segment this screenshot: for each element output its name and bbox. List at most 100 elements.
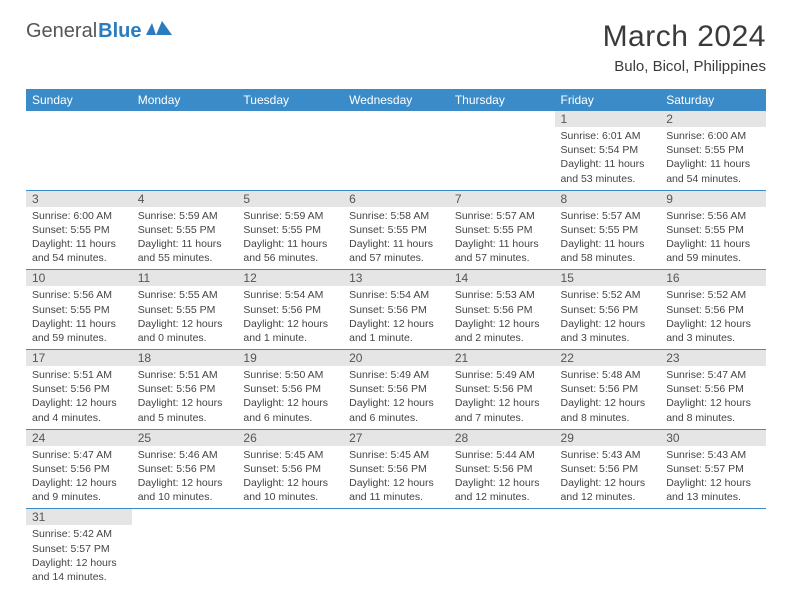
month-title: March 2024 <box>603 20 766 54</box>
day-content: Sunrise: 5:48 AMSunset: 5:56 PMDaylight:… <box>555 366 661 429</box>
day-content: Sunrise: 5:53 AMSunset: 5:56 PMDaylight:… <box>449 286 555 349</box>
sunrise-text: Sunrise: 5:57 AM <box>455 209 549 223</box>
location: Bulo, Bicol, Philippines <box>603 58 766 75</box>
logo-word-1: General <box>26 20 97 43</box>
day-number: 10 <box>26 270 132 286</box>
calendar-day-cell <box>237 111 343 190</box>
day-number: 16 <box>660 270 766 286</box>
sunset-text: Sunset: 5:56 PM <box>243 303 337 317</box>
sunset-text: Sunset: 5:56 PM <box>32 382 126 396</box>
day-number: 20 <box>343 350 449 366</box>
calendar-day-cell: 23Sunrise: 5:47 AMSunset: 5:56 PMDayligh… <box>660 350 766 430</box>
sunrise-text: Sunrise: 5:58 AM <box>349 209 443 223</box>
calendar-day-cell: 21Sunrise: 5:49 AMSunset: 5:56 PMDayligh… <box>449 350 555 430</box>
calendar-day-cell: 4Sunrise: 5:59 AMSunset: 5:55 PMDaylight… <box>132 190 238 270</box>
day-content: Sunrise: 5:59 AMSunset: 5:55 PMDaylight:… <box>132 207 238 270</box>
weekday-header: Monday <box>132 89 238 111</box>
day-content: Sunrise: 5:55 AMSunset: 5:55 PMDaylight:… <box>132 286 238 349</box>
day-content: Sunrise: 6:01 AMSunset: 5:54 PMDaylight:… <box>555 127 661 190</box>
day-number: 15 <box>555 270 661 286</box>
calendar-week-row: 10Sunrise: 5:56 AMSunset: 5:55 PMDayligh… <box>26 270 766 350</box>
sunset-text: Sunset: 5:55 PM <box>32 303 126 317</box>
calendar-table: SundayMondayTuesdayWednesdayThursdayFrid… <box>26 89 766 588</box>
weekday-header: Sunday <box>26 89 132 111</box>
daylight-text: Daylight: 11 hours and 59 minutes. <box>32 317 126 345</box>
day-content: Sunrise: 5:57 AMSunset: 5:55 PMDaylight:… <box>449 207 555 270</box>
daylight-text: Daylight: 11 hours and 55 minutes. <box>138 237 232 265</box>
day-content: Sunrise: 5:43 AMSunset: 5:56 PMDaylight:… <box>555 446 661 509</box>
sunset-text: Sunset: 5:57 PM <box>32 542 126 556</box>
day-number: 23 <box>660 350 766 366</box>
sunrise-text: Sunrise: 5:48 AM <box>561 368 655 382</box>
day-number: 22 <box>555 350 661 366</box>
sunset-text: Sunset: 5:57 PM <box>666 462 760 476</box>
day-number: 29 <box>555 430 661 446</box>
daylight-text: Daylight: 12 hours and 9 minutes. <box>32 476 126 504</box>
daylight-text: Daylight: 12 hours and 6 minutes. <box>243 396 337 424</box>
daylight-text: Daylight: 11 hours and 58 minutes. <box>561 237 655 265</box>
calendar-day-cell: 8Sunrise: 5:57 AMSunset: 5:55 PMDaylight… <box>555 190 661 270</box>
day-content: Sunrise: 5:47 AMSunset: 5:56 PMDaylight:… <box>26 446 132 509</box>
day-content: Sunrise: 5:42 AMSunset: 5:57 PMDaylight:… <box>26 525 132 588</box>
day-content: Sunrise: 5:49 AMSunset: 5:56 PMDaylight:… <box>449 366 555 429</box>
daylight-text: Daylight: 11 hours and 54 minutes. <box>32 237 126 265</box>
day-content: Sunrise: 5:57 AMSunset: 5:55 PMDaylight:… <box>555 207 661 270</box>
sunrise-text: Sunrise: 5:49 AM <box>349 368 443 382</box>
day-number: 6 <box>343 191 449 207</box>
calendar-day-cell: 6Sunrise: 5:58 AMSunset: 5:55 PMDaylight… <box>343 190 449 270</box>
day-content: Sunrise: 5:51 AMSunset: 5:56 PMDaylight:… <box>132 366 238 429</box>
daylight-text: Daylight: 12 hours and 4 minutes. <box>32 396 126 424</box>
day-content: Sunrise: 5:58 AMSunset: 5:55 PMDaylight:… <box>343 207 449 270</box>
day-content: Sunrise: 5:52 AMSunset: 5:56 PMDaylight:… <box>555 286 661 349</box>
sunrise-text: Sunrise: 5:55 AM <box>138 288 232 302</box>
sunrise-text: Sunrise: 5:59 AM <box>138 209 232 223</box>
sunrise-text: Sunrise: 5:45 AM <box>349 448 443 462</box>
calendar-day-cell: 22Sunrise: 5:48 AMSunset: 5:56 PMDayligh… <box>555 350 661 430</box>
sunset-text: Sunset: 5:56 PM <box>349 382 443 396</box>
sunrise-text: Sunrise: 6:00 AM <box>32 209 126 223</box>
sunrise-text: Sunrise: 6:01 AM <box>561 129 655 143</box>
sunrise-text: Sunrise: 5:46 AM <box>138 448 232 462</box>
sunset-text: Sunset: 5:56 PM <box>138 462 232 476</box>
sunset-text: Sunset: 5:55 PM <box>349 223 443 237</box>
day-number: 9 <box>660 191 766 207</box>
sunset-text: Sunset: 5:56 PM <box>666 303 760 317</box>
daylight-text: Daylight: 12 hours and 14 minutes. <box>32 556 126 584</box>
day-number: 26 <box>237 430 343 446</box>
calendar-body: 1Sunrise: 6:01 AMSunset: 5:54 PMDaylight… <box>26 111 766 588</box>
sunrise-text: Sunrise: 5:50 AM <box>243 368 337 382</box>
daylight-text: Daylight: 12 hours and 13 minutes. <box>666 476 760 504</box>
daylight-text: Daylight: 12 hours and 8 minutes. <box>666 396 760 424</box>
daylight-text: Daylight: 11 hours and 57 minutes. <box>349 237 443 265</box>
calendar-day-cell: 1Sunrise: 6:01 AMSunset: 5:54 PMDaylight… <box>555 111 661 190</box>
calendar-day-cell: 14Sunrise: 5:53 AMSunset: 5:56 PMDayligh… <box>449 270 555 350</box>
sunrise-text: Sunrise: 6:00 AM <box>666 129 760 143</box>
sunset-text: Sunset: 5:56 PM <box>243 382 337 396</box>
calendar-day-cell: 15Sunrise: 5:52 AMSunset: 5:56 PMDayligh… <box>555 270 661 350</box>
day-number: 3 <box>26 191 132 207</box>
daylight-text: Daylight: 11 hours and 56 minutes. <box>243 237 337 265</box>
day-number: 2 <box>660 111 766 127</box>
calendar-day-cell <box>555 509 661 588</box>
calendar-day-cell: 16Sunrise: 5:52 AMSunset: 5:56 PMDayligh… <box>660 270 766 350</box>
day-number: 14 <box>449 270 555 286</box>
calendar-day-cell <box>660 509 766 588</box>
day-content: Sunrise: 5:45 AMSunset: 5:56 PMDaylight:… <box>237 446 343 509</box>
weekday-header: Thursday <box>449 89 555 111</box>
day-content: Sunrise: 5:54 AMSunset: 5:56 PMDaylight:… <box>343 286 449 349</box>
calendar-day-cell: 19Sunrise: 5:50 AMSunset: 5:56 PMDayligh… <box>237 350 343 430</box>
flag-icon <box>146 20 172 43</box>
daylight-text: Daylight: 12 hours and 7 minutes. <box>455 396 549 424</box>
day-content: Sunrise: 6:00 AMSunset: 5:55 PMDaylight:… <box>660 127 766 190</box>
day-number: 17 <box>26 350 132 366</box>
calendar-day-cell: 31Sunrise: 5:42 AMSunset: 5:57 PMDayligh… <box>26 509 132 588</box>
sunset-text: Sunset: 5:55 PM <box>32 223 126 237</box>
daylight-text: Daylight: 12 hours and 1 minute. <box>243 317 337 345</box>
sunset-text: Sunset: 5:56 PM <box>138 382 232 396</box>
calendar-day-cell <box>132 509 238 588</box>
calendar-day-cell: 5Sunrise: 5:59 AMSunset: 5:55 PMDaylight… <box>237 190 343 270</box>
calendar-day-cell: 20Sunrise: 5:49 AMSunset: 5:56 PMDayligh… <box>343 350 449 430</box>
day-number: 7 <box>449 191 555 207</box>
daylight-text: Daylight: 12 hours and 3 minutes. <box>561 317 655 345</box>
weekday-header: Friday <box>555 89 661 111</box>
